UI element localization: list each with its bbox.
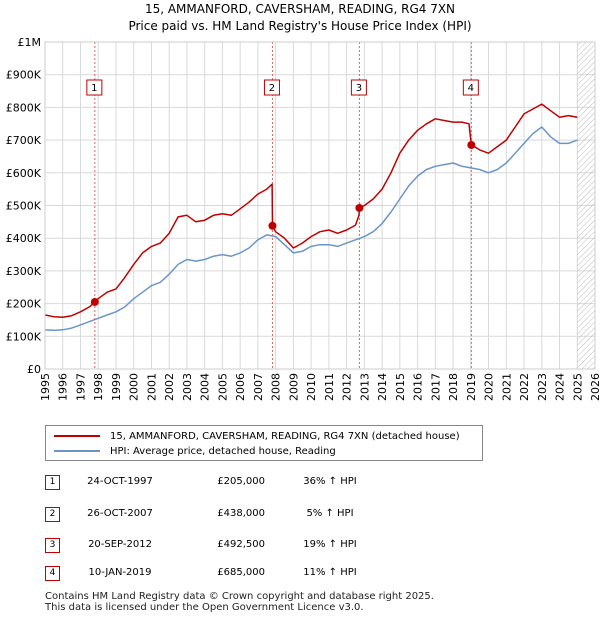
x-tick-label: 1998	[92, 373, 105, 401]
x-tick-label: 1996	[57, 373, 70, 401]
sale-point	[355, 203, 364, 212]
x-tick-label: 2021	[500, 373, 513, 401]
y-tick-label: £600K	[6, 167, 42, 180]
footer-attribution: Contains HM Land Registry data © Crown c…	[45, 591, 434, 613]
sale-marker-number: 2	[269, 83, 275, 94]
sale-number-badge: 1	[45, 475, 60, 490]
x-tick-label: 2001	[145, 373, 158, 401]
x-tick-label: 2016	[412, 373, 425, 401]
sale-date: 24-OCT-1997	[87, 476, 153, 487]
legend-swatch-hpi	[54, 450, 100, 452]
x-tick-label: 2010	[305, 373, 318, 401]
x-tick-label: 2019	[465, 373, 478, 401]
sale-number-badge: 2	[45, 507, 60, 522]
sale-hpi-change: 11% ↑ HPI	[303, 567, 357, 578]
sale-hpi-change: 19% ↑ HPI	[303, 539, 357, 550]
sale-marker-box	[462, 79, 479, 96]
x-tick-label: 2013	[358, 373, 371, 401]
x-tick-label: 2018	[447, 373, 460, 401]
x-tick-label: 2012	[341, 373, 354, 401]
legend-label-hpi: HPI: Average price, detached house, Read…	[110, 445, 336, 457]
sale-marker-number: 3	[356, 83, 362, 94]
x-tick-label: 2025	[571, 373, 584, 401]
x-tick-label: 2008	[270, 373, 283, 401]
sale-hpi-change: 36% ↑ HPI	[303, 476, 357, 487]
sale-point	[90, 297, 99, 306]
sale-date: 10-JAN-2019	[88, 567, 152, 578]
chart-subtitle: Price paid vs. HM Land Registry's House …	[128, 19, 472, 33]
x-tick-label: 2015	[394, 373, 407, 401]
x-tick-label: 2005	[216, 373, 229, 401]
x-tick-label: 2004	[199, 373, 212, 401]
y-tick-label: £500K	[6, 200, 42, 213]
x-tick-label: 2009	[287, 373, 300, 401]
x-tick-label: 2003	[181, 373, 194, 401]
sale-price: £438,000	[217, 508, 265, 519]
x-tick-label: 2007	[252, 373, 265, 401]
y-tick-label: £300K	[6, 265, 42, 278]
price-chart: 1 2 3 4 £0 £100K £200K £300K £400K £500K £600K £70…	[6, 36, 600, 401]
price-paid-line	[44, 103, 578, 319]
chart-title: 15, AMMANFORD, CAVERSHAM, READING, RG4 7…	[144, 2, 456, 16]
sale-point	[268, 221, 277, 230]
x-tick-label: 2006	[234, 373, 247, 401]
y-tick-label: £700K	[6, 134, 42, 147]
footer-line-1: Contains HM Land Registry data © Crown c…	[45, 591, 434, 602]
legend-item-hpi: HPI: Average price, detached house, Read…	[54, 444, 336, 458]
sale-point	[467, 141, 476, 150]
sale-price: £492,500	[217, 539, 265, 550]
sale-number-badge: 3	[45, 538, 60, 553]
x-tick-label: 1999	[110, 373, 123, 401]
y-tick-label: £900K	[6, 69, 42, 82]
x-tick-label: 1997	[74, 373, 87, 401]
footer-line-2: This data is licensed under the Open Gov…	[45, 602, 364, 613]
legend-label-price-paid: 15, AMMANFORD, CAVERSHAM, READING, RG4 7…	[110, 430, 460, 442]
x-tick-label: 2026	[589, 373, 600, 401]
forecast-hatch	[577, 42, 595, 369]
sale-price: £685,000	[217, 567, 265, 578]
y-tick-label: £0	[27, 363, 41, 376]
y-tick-label: £400K	[6, 232, 42, 245]
sale-marker-box	[350, 79, 367, 96]
y-tick-label: £800K	[6, 101, 42, 114]
sale-date: 26-OCT-2007	[87, 508, 153, 519]
x-tick-label: 2017	[429, 373, 442, 401]
x-tick-label: 2020	[483, 373, 496, 401]
legend: 15, AMMANFORD, CAVERSHAM, READING, RG4 7…	[45, 425, 483, 461]
x-tick-label: 2022	[518, 373, 531, 401]
y-tick-label: £200K	[6, 298, 42, 311]
x-tick-label: 2000	[128, 373, 141, 401]
x-tick-label: 2023	[536, 373, 549, 401]
sale-marker-number: 1	[91, 83, 97, 94]
legend-swatch-price-paid	[54, 435, 100, 437]
sale-hpi-change: 5% ↑ HPI	[306, 508, 354, 519]
sale-price: £205,000	[217, 476, 265, 487]
y-tick-label: £100K	[6, 330, 42, 343]
sale-marker-box	[263, 79, 280, 96]
plot-frame	[44, 41, 596, 370]
sale-number-badge: 4	[45, 566, 60, 581]
hpi-line	[44, 126, 578, 332]
x-tick-label: 2014	[376, 373, 389, 401]
x-tick-label: 1995	[39, 373, 52, 401]
sale-marker-box	[86, 79, 103, 96]
x-tick-label: 2011	[323, 373, 336, 401]
sale-date: 20-SEP-2012	[88, 539, 152, 550]
y-tick-label: £1M	[18, 36, 42, 49]
sale-marker-number: 4	[468, 83, 474, 94]
legend-item-price-paid: 15, AMMANFORD, CAVERSHAM, READING, RG4 7…	[54, 429, 460, 443]
x-tick-label: 2024	[554, 373, 567, 401]
x-tick-label: 2002	[163, 373, 176, 401]
